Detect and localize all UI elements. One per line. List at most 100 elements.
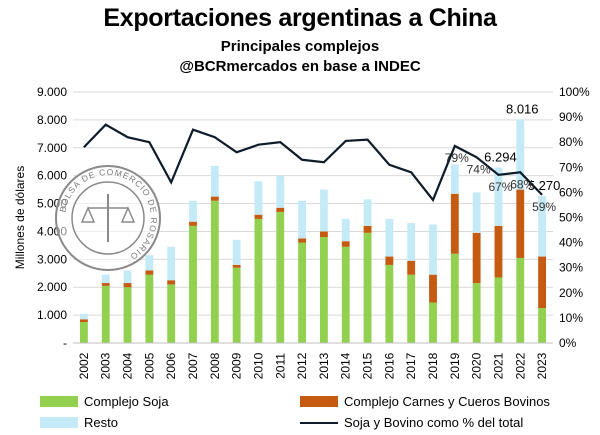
- bar-carnes: [145, 270, 154, 275]
- bar-resto: [79, 313, 88, 320]
- bar-soja: [254, 218, 263, 343]
- bar-resto: [276, 175, 285, 208]
- y2-tick-label: 10%: [559, 311, 583, 325]
- x-tick-label: 2003: [99, 352, 113, 379]
- bar-carnes: [167, 280, 176, 285]
- bar-resto: [189, 200, 197, 222]
- x-tick-label: 2010: [251, 352, 265, 379]
- x-tick-label: 2004: [121, 352, 135, 379]
- legend-item-carnes: Complejo Carnes y Cueros Bovinos: [300, 394, 550, 409]
- bar-resto: [516, 119, 525, 190]
- chart-subtitle: Principales complejos: [220, 38, 380, 55]
- y2-tick-label: 20%: [559, 286, 583, 300]
- x-tick-label: 2018: [426, 352, 440, 379]
- bar-soja: [189, 225, 197, 343]
- bar-carnes: [429, 274, 437, 303]
- bar-carnes: [232, 264, 241, 268]
- y2-tick-label: 30%: [559, 261, 583, 275]
- x-tick-label: 2014: [339, 352, 353, 379]
- y2-tick-label: 40%: [559, 236, 583, 250]
- bar-resto: [101, 274, 110, 284]
- bar-resto: [210, 165, 219, 197]
- bar-resto: [407, 223, 416, 261]
- bar-soja: [79, 322, 88, 343]
- bar-carnes: [450, 193, 459, 254]
- watermark-seal-inner: [71, 181, 145, 255]
- bar-soja: [363, 232, 372, 343]
- y2-tick-label: 50%: [559, 211, 583, 225]
- y2-tick-label: 80%: [559, 135, 583, 149]
- bar-resto: [232, 239, 241, 265]
- x-tick-label: 2017: [404, 352, 418, 379]
- bar-carnes: [254, 214, 263, 219]
- y2-tick-label: 60%: [559, 185, 583, 199]
- bar-resto: [363, 199, 372, 226]
- bar-carnes: [123, 283, 132, 288]
- percent-data-label: 67%: [488, 180, 512, 194]
- y2-tick-label: 70%: [559, 160, 583, 174]
- bar-resto: [298, 200, 307, 239]
- x-tick-label: 2012: [295, 352, 309, 379]
- bar-carnes: [385, 256, 394, 265]
- bar-soja: [494, 277, 503, 343]
- y-tick-label: 2.000: [37, 280, 67, 294]
- legend-label-porcentaje: Soja y Bovino como % del total: [344, 415, 524, 430]
- y2-tick-label: 0%: [559, 336, 577, 350]
- y-tick-label: -: [63, 336, 67, 350]
- bar-resto: [429, 224, 437, 275]
- total-data-label: 5.270: [528, 178, 561, 193]
- bar-resto: [494, 167, 503, 226]
- bar-resto: [123, 270, 132, 284]
- legend-swatch-soja: [40, 396, 78, 407]
- legend-swatch-porcentaje: [300, 421, 338, 424]
- bar-resto: [167, 246, 176, 281]
- bar-soja: [407, 274, 416, 343]
- bar-soja: [145, 274, 154, 343]
- bar-carnes: [494, 225, 503, 278]
- x-tick-label: 2021: [491, 352, 505, 379]
- percent-data-label: 74%: [467, 162, 491, 176]
- bar-carnes: [298, 238, 307, 243]
- x-tick-label: 2005: [142, 352, 156, 379]
- x-tick-label: 2020: [470, 352, 484, 379]
- bar-soja: [298, 242, 307, 343]
- y-tick-label: 9.000: [37, 85, 67, 99]
- bar-soja: [450, 253, 459, 343]
- y-axis-label: Millones de dólares: [13, 166, 27, 269]
- total-data-label: 6.294: [484, 149, 517, 164]
- bar-soja: [472, 283, 481, 343]
- chart-title: Exportaciones argentinas a China: [103, 4, 497, 32]
- bar-carnes: [210, 196, 219, 201]
- bar-carnes: [276, 207, 285, 212]
- bar-resto: [472, 192, 481, 233]
- x-tick-label: 2011: [273, 353, 287, 379]
- y-tick-label: 3.000: [37, 252, 67, 266]
- y-tick-label: 8.000: [37, 113, 67, 127]
- x-tick-label: 2016: [382, 352, 396, 379]
- bar-resto: [319, 189, 328, 232]
- bar-soja: [167, 284, 176, 343]
- chart-source-subtitle: @BCRmercados en base a INDEC: [179, 58, 421, 75]
- bar-resto: [450, 164, 459, 194]
- bar-carnes: [79, 319, 88, 323]
- legend-label-resto: Resto: [84, 415, 118, 430]
- bar-resto: [145, 255, 154, 271]
- x-tick-label: 2008: [208, 352, 222, 379]
- bar-soja: [538, 308, 547, 343]
- legend-item-soja: Complejo Soja: [40, 394, 169, 409]
- x-tick-label: 2009: [230, 352, 244, 379]
- bar-soja: [385, 264, 394, 343]
- percent-data-label: 68%: [510, 177, 534, 191]
- line-soja-bovino-pct: [83, 123, 543, 203]
- x-tick-label: 2019: [448, 352, 462, 379]
- total-data-label: 8.016: [506, 101, 539, 116]
- percent-data-label: 79%: [445, 151, 469, 165]
- bar-carnes: [516, 189, 525, 258]
- bar-carnes: [101, 283, 110, 286]
- bar-soja: [341, 246, 350, 343]
- x-tick-label: 2007: [186, 352, 200, 379]
- bar-carnes: [407, 260, 416, 275]
- legend-swatch-carnes: [300, 396, 338, 407]
- bar-carnes: [341, 241, 350, 247]
